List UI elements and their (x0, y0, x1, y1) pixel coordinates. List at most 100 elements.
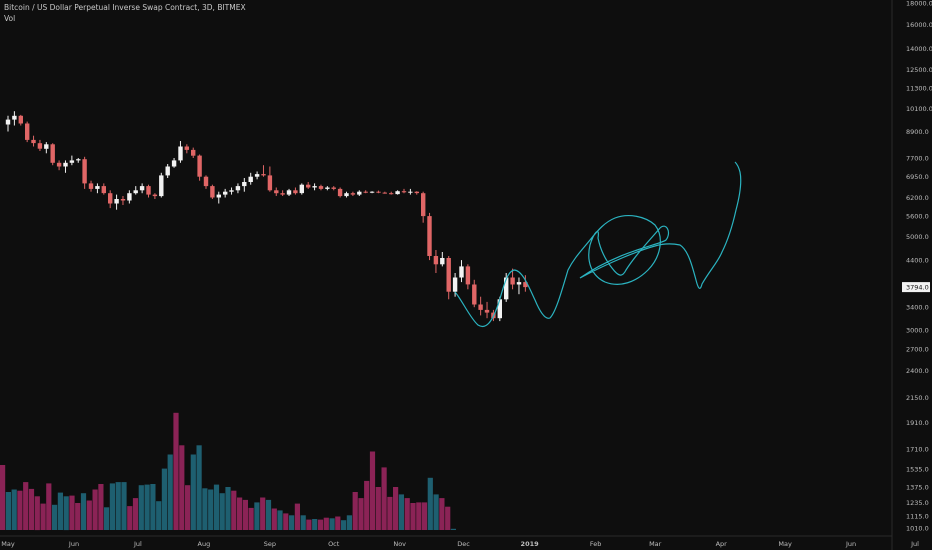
price-axis-label: 14000.0 (906, 45, 932, 53)
volume-bar (312, 519, 318, 530)
volume-bar (242, 499, 248, 530)
candle-body (331, 187, 336, 189)
candle-body (120, 199, 126, 201)
candle-body (114, 199, 119, 204)
candle (37, 139, 43, 151)
candle-body (210, 186, 215, 198)
last-price-marker (902, 282, 930, 293)
candle-body (101, 186, 106, 194)
candle-body (376, 191, 381, 193)
candle (210, 184, 215, 199)
candle-body (293, 190, 298, 194)
price-axis[interactable]: 18000.0 16000.0 14000.0 12500.0 11300.0 10100… (902, 0, 932, 532)
candle-body (223, 191, 228, 195)
candle (191, 147, 196, 158)
price-axis-label: 4400.0 (906, 256, 929, 264)
volume-bar (92, 489, 98, 530)
candle-body (516, 282, 522, 285)
candle-body (82, 159, 87, 184)
volume-bar (387, 496, 393, 530)
candle (427, 212, 432, 261)
price-axis-label: 1710.0 (906, 446, 929, 454)
volume-bar (427, 477, 433, 530)
candle (50, 143, 55, 166)
volume-bars (0, 412, 456, 531)
candle (401, 188, 407, 194)
volume-bar (34, 496, 40, 531)
candle (203, 175, 209, 189)
volume-bar (450, 528, 456, 530)
candle-body (465, 266, 471, 285)
volume-bar (283, 513, 289, 530)
candle-body (369, 191, 375, 193)
volume-bar (173, 412, 179, 530)
candle-body (350, 193, 356, 195)
candle-body (421, 193, 426, 217)
candle-body (478, 304, 483, 310)
forecast-drawing[interactable] (454, 161, 742, 327)
candle (152, 193, 158, 199)
candle (510, 268, 515, 290)
candle (101, 183, 106, 195)
candle-body (248, 176, 253, 182)
volume-bar (225, 487, 231, 530)
price-axis-label: 1375.0 (906, 483, 929, 491)
volume-bar (300, 515, 306, 530)
volume-bar (398, 494, 404, 530)
volume-bar (248, 507, 254, 530)
candle (44, 142, 49, 154)
volume-bar (28, 488, 35, 530)
candle-body (299, 184, 304, 194)
volume-bar (277, 510, 283, 530)
candle-body (25, 123, 30, 140)
volume-bar (260, 497, 266, 530)
volume-bar (323, 517, 329, 530)
price-axis-label: 2700.0 (906, 346, 929, 354)
candle-body (63, 162, 68, 167)
volume-bar (40, 503, 46, 530)
candle (171, 158, 177, 168)
candle (165, 164, 170, 178)
candle (25, 121, 30, 143)
candle-body (459, 266, 464, 278)
candle (133, 186, 138, 195)
candle-body (261, 174, 266, 176)
candle (465, 264, 471, 290)
candle (88, 180, 94, 192)
candle-body (127, 193, 132, 201)
volume-bar (410, 503, 416, 530)
price-axis-label: 3000.0 (906, 326, 929, 334)
candle-body (408, 191, 413, 193)
candle (350, 191, 356, 196)
volume-bar (185, 485, 191, 530)
candle-body (267, 175, 273, 191)
candle (478, 296, 483, 316)
volume-bar (57, 492, 63, 530)
candle-body (440, 258, 445, 265)
last-price-label: 3794.0 (906, 283, 929, 291)
candle-body (235, 186, 241, 191)
volume-bar (289, 515, 295, 530)
time-axis[interactable]: May Jun Jul Aug Sep Oct Nov Dec 2019 Feb Mar Apr May… (1, 540, 932, 548)
volume-bar (144, 484, 150, 530)
candle-body (357, 191, 362, 195)
candle-body (56, 162, 62, 167)
price-axis-label: 1535.0 (906, 465, 929, 473)
price-axis-label: 10100.0 (906, 105, 932, 113)
candle-body (44, 144, 49, 149)
candle (363, 190, 368, 194)
volume-bar (86, 500, 92, 530)
candle (76, 158, 81, 163)
candle-body (414, 191, 419, 194)
candle (369, 191, 375, 194)
candle (261, 165, 266, 177)
price-axis-label: 1910.0 (906, 419, 929, 427)
candle (12, 111, 17, 126)
candle-body (472, 284, 477, 305)
volume-bar (167, 454, 173, 530)
candle (95, 183, 100, 194)
candle (139, 183, 145, 194)
candle (31, 135, 36, 147)
candle (127, 190, 132, 204)
